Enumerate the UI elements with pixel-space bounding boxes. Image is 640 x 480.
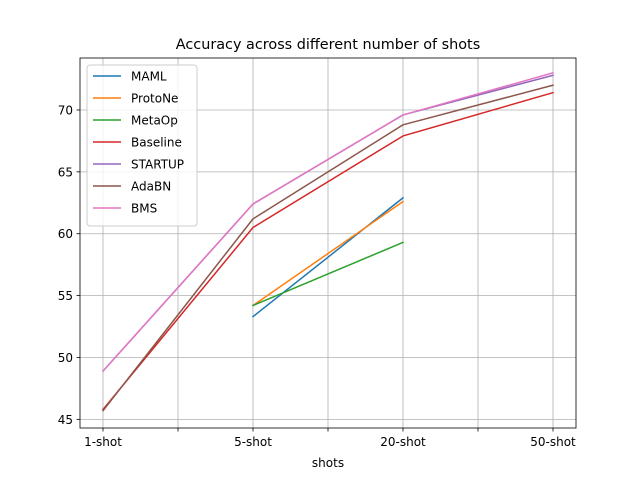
series-line-maml: [251, 196, 405, 318]
legend: MAML ProtoNe MetaOp Baseline STARTUP AdaBN BMS: [86, 64, 198, 227]
legend-label-maml: MAML: [131, 70, 167, 84]
series-line-baseline: [101, 91, 554, 411]
x-axis-label: shots: [312, 456, 344, 470]
y-tick-label: 70: [58, 103, 73, 117]
series-line-bms: [101, 71, 554, 373]
series-line-adabn: [101, 84, 554, 412]
legend-label-metaop: MetaOp: [131, 114, 178, 128]
x-axis-ticks: 1-shot 5-shot 20-shot 50-shot: [84, 428, 576, 449]
series-line-protone: [251, 200, 405, 307]
y-tick-label: 45: [58, 413, 73, 427]
y-tick-label: 65: [58, 165, 73, 179]
legend-label-bms: BMS: [131, 202, 157, 216]
legend-label-adabn: AdaBN: [131, 180, 171, 194]
x-tick-label: 5-shot: [234, 435, 272, 449]
chart-title: Accuracy across different number of shot…: [176, 37, 480, 53]
x-tick-label: 20-shot: [380, 435, 426, 449]
series-lines: [101, 71, 554, 412]
legend-label-startup: STARTUP: [131, 158, 184, 172]
y-tick-label: 60: [58, 227, 73, 241]
grid-lines: [80, 58, 576, 428]
x-tick-label: 1-shot: [84, 435, 122, 449]
legend-label-baseline: Baseline: [131, 136, 182, 150]
y-tick-label: 50: [58, 351, 73, 365]
legend-label-protone: ProtoNe: [131, 92, 178, 106]
series-line-metaop: [252, 241, 404, 307]
y-axis-ticks: 45 50 55 60 65 70: [58, 103, 80, 427]
x-tick-label: 50-shot: [530, 435, 576, 449]
y-tick-label: 55: [58, 289, 73, 303]
